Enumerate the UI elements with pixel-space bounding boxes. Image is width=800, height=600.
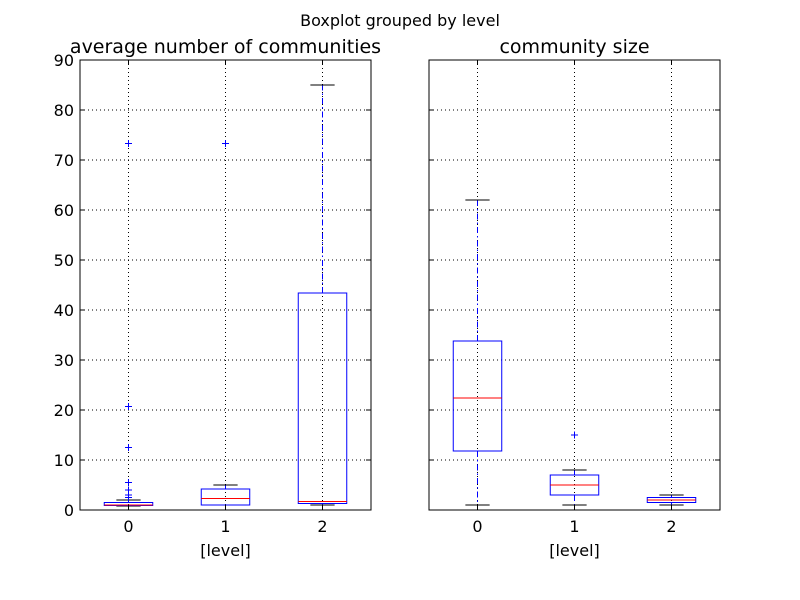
box-2 — [646, 494, 697, 506]
ytick-label: 70 — [54, 151, 74, 170]
box-2 — [297, 84, 348, 506]
ytick-label: 30 — [54, 351, 74, 370]
box-0 — [103, 140, 154, 507]
ytick-label: 90 — [54, 51, 74, 70]
panel-0: 0 10 20 30 40 50 60 70 80 90 0 1 2 average number of … — [54, 36, 381, 560]
flier-point — [125, 479, 132, 486]
ytick-label: 60 — [54, 201, 74, 220]
panel-title: community size — [499, 36, 649, 58]
flier-point — [125, 444, 132, 451]
box-rect — [297, 292, 348, 504]
box-rect — [452, 340, 503, 452]
flier-point — [125, 140, 132, 147]
flier-point — [222, 140, 229, 147]
xtick-label: 0 — [123, 517, 133, 536]
ytick-label: 0 — [64, 501, 74, 520]
panel-title: average number of communities — [70, 36, 381, 58]
flier-point — [125, 486, 132, 494]
ytick-label: 50 — [54, 251, 74, 270]
x-axis-label: [level] — [549, 541, 600, 560]
xtick-label: 1 — [569, 517, 579, 536]
xtick-label: 0 — [472, 517, 482, 536]
flier-point — [125, 403, 132, 410]
xtick-label: 1 — [220, 517, 230, 536]
x-axis-label: [level] — [200, 541, 251, 560]
ytick-label: 80 — [54, 101, 74, 120]
xtick-label: 2 — [317, 517, 327, 536]
flier-point — [571, 431, 578, 439]
figure-suptitle: Boxplot grouped by level — [300, 11, 500, 30]
xtick-label: 2 — [666, 517, 676, 536]
ytick-label: 10 — [54, 451, 74, 470]
ytick-label: 40 — [54, 301, 74, 320]
box-1 — [200, 140, 251, 506]
panel-1: 0 1 2 community size [level] — [428, 36, 721, 560]
ytick-label: 20 — [54, 401, 74, 420]
box-0 — [452, 199, 503, 506]
